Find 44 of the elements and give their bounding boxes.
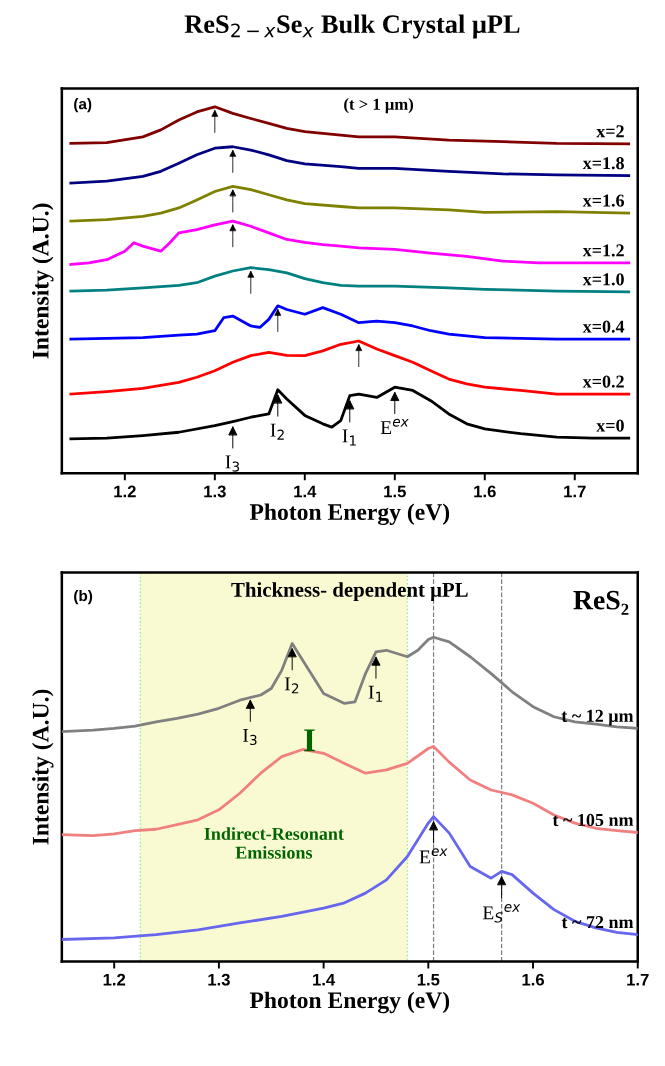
series-label: t ~ 105 nm [552,813,634,827]
series-label: x=0 [596,419,624,432]
x-tick-label: 1.7 [627,973,649,986]
x-tick-label: 1.2 [103,973,126,986]
annotation: E$^{ex}$ [380,418,409,434]
series-label: x=1.8 [582,157,624,170]
text: ReS₂ [573,590,629,615]
annotation: I$_{3}$ [225,455,240,472]
annotation: (t > 1 μm) [344,98,414,114]
x-tick-label: 1.5 [384,485,406,498]
text: (b) [74,589,93,605]
annotation: E$^{ex}$ [419,848,448,864]
series-label: x=2 [596,125,624,138]
x-tick-label: 1.5 [417,973,440,986]
series-label: t ~ 12 μm [561,709,634,726]
annotation: I$_{2}$ [284,677,299,694]
chart-title: Thickness- dependent μPL [231,582,468,602]
x-tick-label: 1.6 [474,485,496,498]
x-tick-label: 1.4 [313,973,336,986]
series-label: x=1.6 [582,194,625,207]
x-axis-title: Photon Energy (eV) [249,503,450,526]
x-axis-title: Photon Energy (eV) [249,991,450,1014]
annotation: I$_{3}$ [243,729,257,746]
x-tick-label: 1.3 [208,973,230,986]
series-label: x=0.2 [582,375,624,388]
band-label: Indirect-Resonant Emissions [204,827,344,859]
annotation: I$_{1}$ [342,429,356,446]
x-tick-label: 1.4 [294,485,317,498]
annotation: I [304,729,315,752]
annotation: E$_{S}$$^{ex}$ [482,904,521,923]
x-tick-label: 1.7 [564,485,586,498]
x-tick-label: 1.2 [114,485,136,498]
annotation: I$_{2}$ [270,423,284,440]
series-label: t ~ 72 nm [561,916,634,929]
annotation: (a) [74,98,92,113]
y-axis-title: Intensity (A.U.) [32,203,54,359]
series-label: x=0.4 [582,320,625,333]
series-label: x=1.0 [582,273,624,286]
y-axis-title: Intensity (A.U.) [32,689,54,845]
x-tick-label: 1.3 [204,485,226,498]
annotation: I$_{1}$ [368,685,383,702]
chart-title: ReS$_{2−x}$Se$_{x}$ Bulk Crystal μPL [184,14,520,39]
series-label: x=1.2 [582,244,624,257]
x-tick-label: 1.6 [522,973,545,986]
